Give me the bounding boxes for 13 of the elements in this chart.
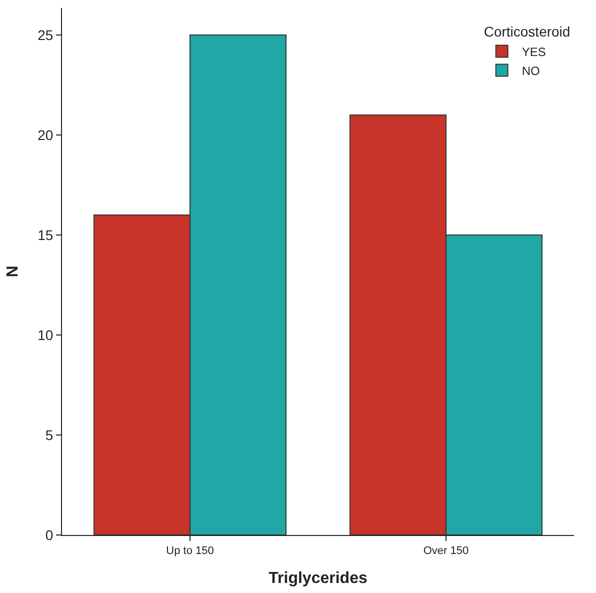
y-tick-label: 20 [38, 126, 54, 143]
legend-label: NO [522, 64, 540, 78]
y-axis-title: N [4, 266, 22, 278]
y-tick-label: 15 [38, 226, 54, 243]
x-axis-title: Triglycerides [268, 570, 368, 587]
x-tick-label: Over 150 [423, 545, 469, 558]
x-tick-label: Up to 150 [166, 545, 214, 558]
y-tick-label: 10 [38, 326, 54, 343]
y-tick-label: 5 [45, 426, 54, 443]
legend-title: Corticosteroid [484, 24, 570, 40]
y-tick-label: 0 [45, 526, 54, 543]
legend-label: YES [522, 44, 546, 59]
y-tick-label: 25 [38, 26, 54, 43]
